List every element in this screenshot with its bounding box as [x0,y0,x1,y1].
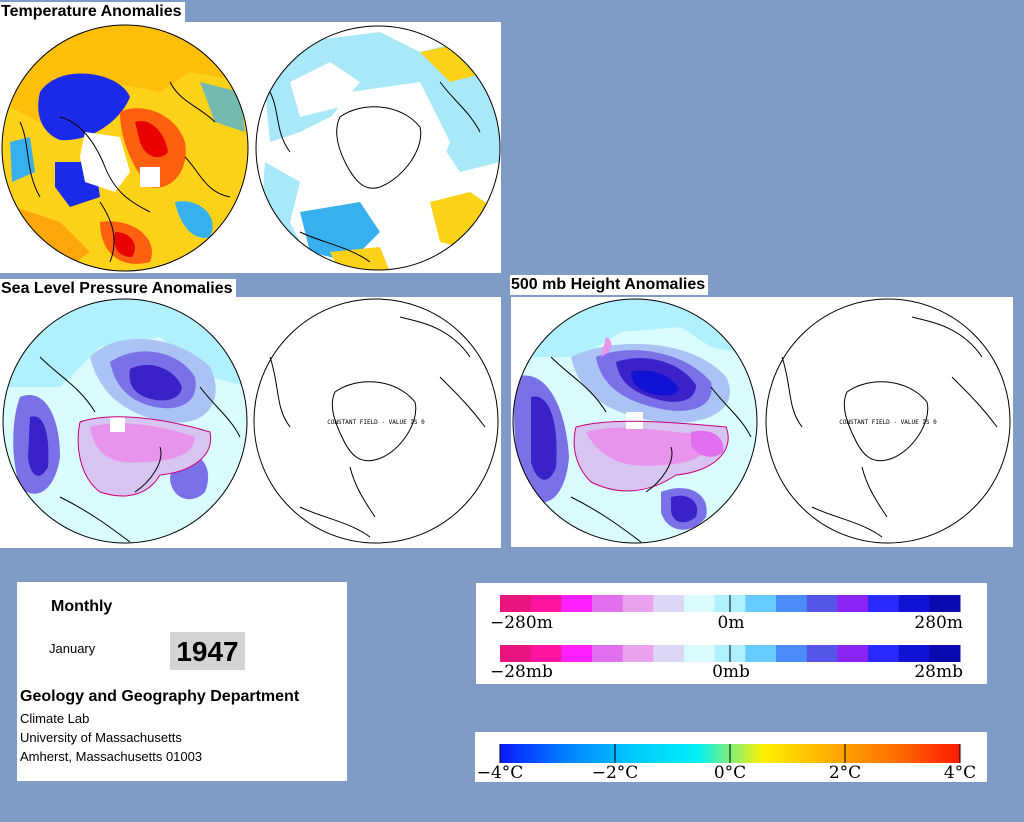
temp-label-1: −2°C [592,763,639,782]
height-pressure-legend: −280m 0m 280m −28mb 0mb 28mb [476,583,987,684]
height-pressure-legend-svg: −280m 0m 280m −28mb 0mb 28mb [490,595,963,682]
height-colorbar-swatch [653,595,685,612]
height-panel: CONSTANT FIELD - VALUE IS 0 [511,297,1013,547]
pressure-colorbar-swatch [530,645,562,662]
department-label: Geology and Geography Department [20,688,300,705]
temp-label-2: 0°C [714,763,746,782]
pressure-colorbar-swatch [806,645,838,662]
pressure-colorbar [500,645,961,662]
height-colorbar-swatch [592,595,624,612]
temperature-northern-hemisphere-map [2,25,248,271]
height-title: 500 mb Height Anomalies [510,275,709,295]
pressure-colorbar-swatch [776,645,808,662]
info-box: Monthly January 1947 Geology and Geograp… [17,582,347,781]
year-label: 1947 [170,632,245,670]
height-maps: CONSTANT FIELD - VALUE IS 0 [512,298,1011,544]
slp-title: Sea Level Pressure Anomalies [0,279,236,299]
temperature-ticks [499,744,961,763]
temperature-southern-hemisphere-map [256,26,500,270]
height-constant-field-label: CONSTANT FIELD - VALUE IS 0 [839,419,937,426]
slp-maps: CONSTANT FIELD - VALUE IS 0 [2,298,499,544]
temperature-panel [0,22,501,273]
lab-label: Climate Lab [20,711,90,726]
height-colorbar-swatch [500,595,532,612]
height-label-max: 280m [914,613,963,633]
height-colorbar-swatch [776,595,808,612]
pressure-colorbar-swatch [561,645,593,662]
temp-label-4: 4°C [944,763,976,782]
height-colorbar-swatch [868,595,900,612]
height-colorbar-swatch [622,595,654,612]
address-label: Amherst, Massachusetts 01003 [20,749,203,764]
slp-southern-hemisphere-map: CONSTANT FIELD - VALUE IS 0 [253,298,499,544]
pressure-colorbar-swatch [684,645,716,662]
pressure-label-mid: 0mb [712,662,750,682]
height-colorbar-swatch [929,595,961,612]
temperature-maps [1,24,501,272]
pressure-colorbar-swatch [868,645,900,662]
pressure-colorbar-swatch [837,645,869,662]
height-label-min: −280m [490,613,553,633]
height-colorbar-swatch [745,595,777,612]
pressure-colorbar-swatch [745,645,777,662]
height-colorbar-swatch [806,595,838,612]
height-southern-hemisphere-map: CONSTANT FIELD - VALUE IS 0 [765,298,1011,544]
month-label: January [49,641,96,656]
slp-panel: CONSTANT FIELD - VALUE IS 0 [0,297,501,548]
height-colorbar-swatch [837,595,869,612]
temp-label-3: 2°C [829,763,861,782]
temperature-legend: −4°C −2°C 0°C 2°C 4°C [475,732,987,782]
temp-label-0: −4°C [477,763,524,782]
temperature-legend-svg: −4°C −2°C 0°C 2°C 4°C [477,744,976,782]
slp-northern-hemisphere-map [3,299,247,543]
height-colorbar [500,595,961,612]
pressure-colorbar-swatch [622,645,654,662]
pressure-label-min: −28mb [490,662,553,682]
temperature-title: Temperature Anomalies [0,2,185,22]
pressure-label-max: 28mb [914,662,963,682]
period-label: Monthly [51,598,113,615]
height-northern-hemisphere-map [513,299,757,543]
slp-constant-field-label: CONSTANT FIELD - VALUE IS 0 [327,419,425,426]
university-label: University of Massachusetts [20,730,182,745]
height-label-mid: 0m [718,613,745,633]
pressure-colorbar-swatch [592,645,624,662]
height-colorbar-swatch [684,595,716,612]
height-colorbar-swatch [898,595,930,612]
height-colorbar-swatch [530,595,562,612]
pressure-colorbar-swatch [898,645,930,662]
pressure-colorbar-swatch [653,645,685,662]
height-colorbar-swatch [561,595,593,612]
pressure-colorbar-swatch [500,645,532,662]
pressure-colorbar-swatch [929,645,961,662]
